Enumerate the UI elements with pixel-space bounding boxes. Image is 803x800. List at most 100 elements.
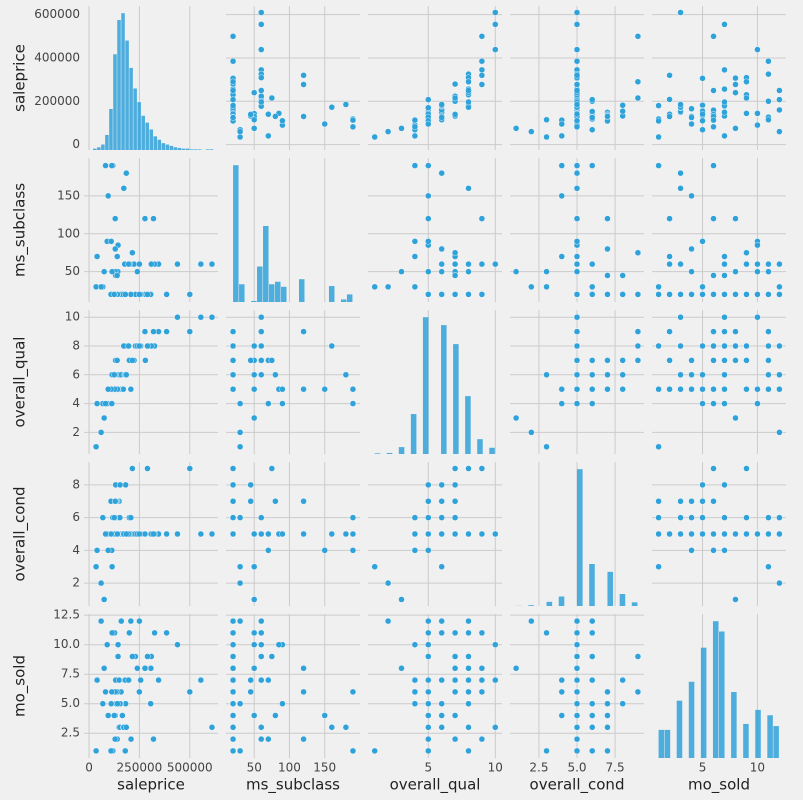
scatter-point xyxy=(465,617,472,625)
scatter-point xyxy=(229,688,237,696)
scatter-point xyxy=(425,547,432,554)
scatter-point xyxy=(655,563,662,570)
scatter-point xyxy=(229,58,237,65)
hist-bar xyxy=(489,447,495,454)
scatter-point xyxy=(398,665,405,672)
scatter-point xyxy=(97,579,105,587)
scatter-point xyxy=(438,700,445,707)
scatter-point xyxy=(229,712,237,719)
scatter-point xyxy=(342,530,350,538)
scatter-point xyxy=(721,132,728,140)
y-tick-label: 10 xyxy=(65,310,80,324)
scatter-point xyxy=(258,676,265,684)
hist-bar xyxy=(558,596,565,606)
scatter-point xyxy=(732,342,739,350)
scatter-point xyxy=(492,676,499,684)
scatter-point xyxy=(721,260,728,268)
hist-bar xyxy=(263,226,269,302)
scatter-point xyxy=(666,72,673,79)
hist-bar xyxy=(269,284,275,302)
scatter-point xyxy=(478,33,486,40)
scatter-point xyxy=(229,617,237,625)
scatter-point xyxy=(349,123,357,131)
scatter-point xyxy=(619,357,626,364)
scatter-point xyxy=(451,465,459,472)
scatter-point xyxy=(754,314,761,321)
scatter-point xyxy=(478,688,486,696)
scatter-point xyxy=(272,371,279,378)
scatter-point xyxy=(666,328,673,335)
scatter-point xyxy=(666,96,673,103)
y-tick-label: 6 xyxy=(72,510,80,524)
x-axis-label: saleprice xyxy=(117,776,185,794)
scatter-point xyxy=(247,357,254,364)
scatter-point xyxy=(425,653,432,660)
scatter-point xyxy=(666,357,673,364)
scatter-point xyxy=(655,530,662,538)
scatter-point xyxy=(236,429,244,436)
scatter-point xyxy=(573,665,581,672)
scatter-point xyxy=(371,563,378,570)
hist-bar xyxy=(251,300,257,302)
scatter-point xyxy=(258,328,265,335)
scatter-point xyxy=(721,85,728,93)
scatter-point xyxy=(93,400,101,407)
scatter-point xyxy=(107,747,115,755)
scatter-point xyxy=(732,596,739,603)
scatter-point xyxy=(127,386,135,393)
scatter-point xyxy=(272,113,279,120)
scatter-point xyxy=(111,514,118,521)
scatter-point xyxy=(573,81,581,88)
hist-bar xyxy=(767,715,773,758)
scatter-point xyxy=(425,747,432,755)
x-axis-label: ms_subclass xyxy=(246,776,340,795)
scatter-point xyxy=(710,328,717,335)
scatter-point xyxy=(688,514,695,521)
scatter-point xyxy=(699,400,706,407)
scatter-point xyxy=(268,465,276,472)
scatter-point xyxy=(272,712,279,719)
scatter-point xyxy=(677,260,684,268)
scatter-point xyxy=(721,109,728,116)
scatter-point xyxy=(589,700,596,707)
scatter-point xyxy=(732,74,739,82)
scatter-point xyxy=(349,688,357,696)
scatter-point xyxy=(384,128,392,135)
scatter-point xyxy=(103,641,111,648)
scatter-point xyxy=(619,272,626,279)
y-tick-label: 6 xyxy=(72,367,80,381)
scatter-point xyxy=(589,724,596,731)
scatter-point xyxy=(573,169,581,177)
scatter-point xyxy=(478,291,486,298)
scatter-point xyxy=(229,629,237,637)
x-tick-label: 0 xyxy=(85,761,93,775)
scatter-point xyxy=(743,110,750,117)
scatter-point xyxy=(342,724,350,731)
scatter-point xyxy=(512,268,520,275)
scatter-point xyxy=(688,371,695,378)
scatter-point xyxy=(589,629,596,637)
scatter-point xyxy=(743,291,750,298)
scatter-point xyxy=(142,357,149,364)
scatter-point xyxy=(666,113,673,120)
hist-bar xyxy=(528,605,534,606)
scatter-point xyxy=(300,688,307,696)
scatter-point xyxy=(349,530,357,538)
scatter-point xyxy=(438,712,445,719)
hist-bar xyxy=(205,149,210,150)
scatter-point xyxy=(710,162,717,169)
scatter-point xyxy=(349,116,357,124)
scatter-point xyxy=(102,162,109,169)
scatter-point xyxy=(100,414,108,422)
scatter-point xyxy=(512,665,520,672)
scatter-point xyxy=(589,400,596,407)
scatter-point xyxy=(732,268,739,275)
scatter-point xyxy=(699,291,706,298)
scatter-point xyxy=(573,641,581,648)
scatter-point xyxy=(258,98,265,106)
scatter-point xyxy=(104,192,112,200)
scatter-point xyxy=(721,272,728,279)
scatter-point xyxy=(721,371,728,378)
hist-bar xyxy=(185,148,190,150)
scatter-point xyxy=(425,700,432,707)
